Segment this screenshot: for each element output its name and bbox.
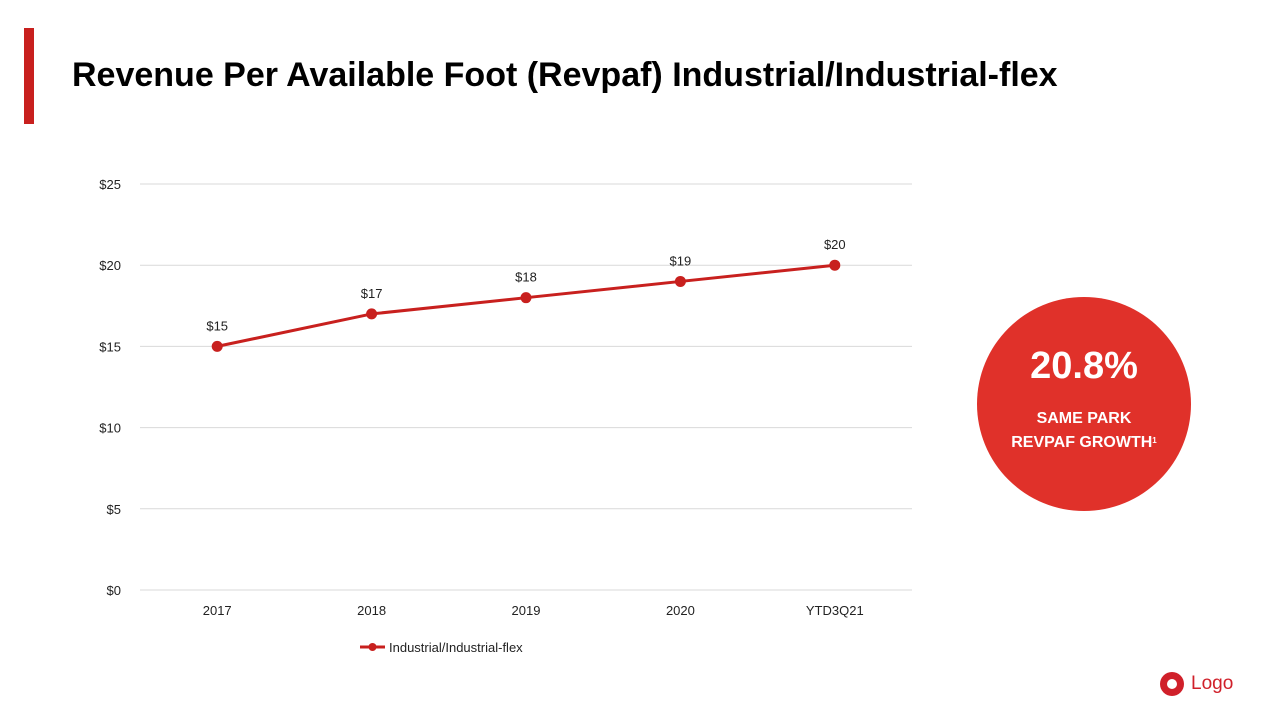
x-tick-label: YTD3Q21 [806,603,864,618]
x-tick-label: 2019 [512,603,541,618]
data-label: $15 [206,318,228,333]
growth-value: 20.8% [1030,345,1138,387]
data-point [829,259,841,271]
chart-data-labels: $15 $17 $18 $19 $20 [206,237,845,333]
footnote-marker: 1 [1152,436,1157,445]
data-label: $18 [515,270,537,285]
data-label: $20 [824,237,846,252]
data-point [211,340,223,352]
growth-label-line1: SAME PARK [1036,410,1132,427]
data-point [366,308,378,320]
chart-gridlines [140,183,912,591]
data-point [520,292,532,304]
company-logo: Logo [1160,671,1233,697]
legend-label: Industrial/Industrial-flex [389,640,523,655]
y-tick-label: $15 [99,339,121,354]
chart-series [211,259,841,352]
growth-label-line2-text: REVPAF GROWTH [1011,434,1153,451]
y-tick-label: $5 [107,502,121,517]
y-tick-label: $25 [99,177,121,192]
growth-label: SAME PARK REVPAF GROWTH1 [977,407,1191,455]
x-tick-label: 2020 [666,603,695,618]
data-point [674,275,686,287]
data-label: $17 [361,286,383,301]
x-tick-label: 2018 [357,603,386,618]
x-tick-label: 2017 [203,603,232,618]
y-tick-label: $10 [99,421,121,436]
growth-label-line2: REVPAF GROWTH1 [977,431,1191,455]
y-tick-label: $0 [107,583,121,598]
x-axis-tick-labels: 2017 2018 2019 2020 YTD3Q21 [203,603,864,618]
title-accent-bar [24,28,34,124]
chart-legend: Industrial/Industrial-flex [360,640,523,655]
y-axis-tick-labels: $0 $5 $10 $15 $20 $25 [99,177,121,598]
logo-mark-icon [1160,672,1184,696]
growth-callout-circle: 20.8% SAME PARK REVPAF GROWTH1 [977,297,1191,511]
legend-marker [368,643,377,651]
y-tick-label: $20 [99,258,121,273]
data-label: $19 [670,253,692,268]
logo-text: Logo [1191,673,1234,694]
page-title: Revenue Per Available Foot (Revpaf) Indu… [72,56,1058,94]
